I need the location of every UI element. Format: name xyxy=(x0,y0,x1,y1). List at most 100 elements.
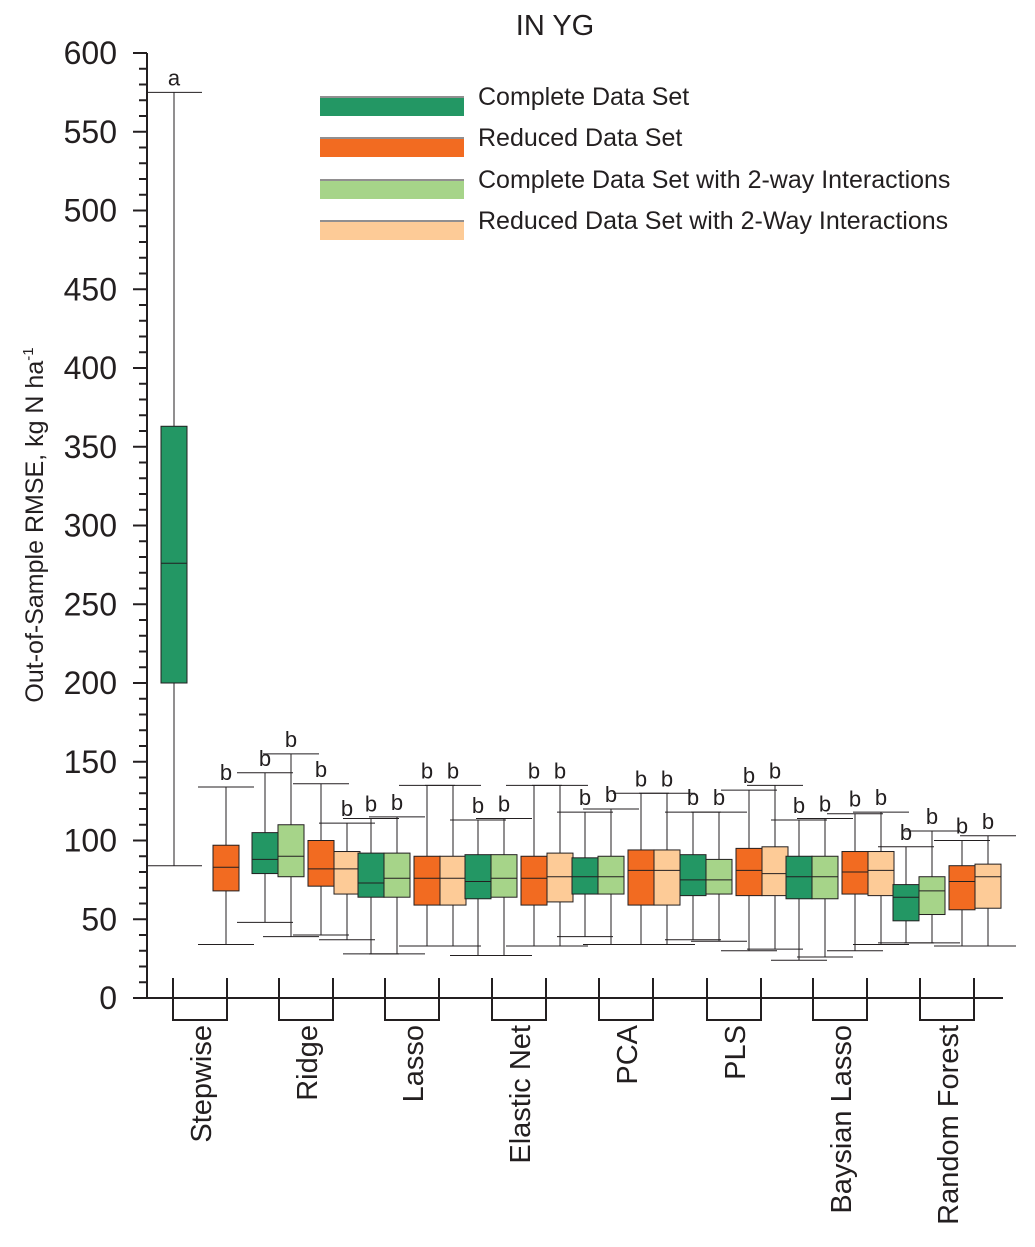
x-tick-label: Baysian Lasso xyxy=(826,1025,858,1214)
box-elastic-net-s2: b xyxy=(476,791,532,956)
x-tick-label: Ridge xyxy=(292,1025,324,1101)
significance-letter: b xyxy=(421,758,433,783)
box-pls-s3: b xyxy=(747,758,803,950)
box-iqr xyxy=(948,865,976,911)
x-tick-label: Stepwise xyxy=(186,1025,218,1143)
box-iqr xyxy=(520,855,548,906)
box-iqr xyxy=(571,857,599,895)
box-baysian-lasso-s0: b xyxy=(771,793,827,961)
y-tick-label: 100 xyxy=(64,823,117,859)
box-iqr xyxy=(490,854,518,898)
box-random-forest-s0: b xyxy=(878,820,934,944)
x-group-bracket xyxy=(706,978,762,1021)
box-iqr xyxy=(974,863,1002,909)
box-iqr xyxy=(679,854,707,897)
box-elastic-net-s1: b xyxy=(506,758,562,947)
y-tick-label: 50 xyxy=(81,901,117,937)
box-iqr xyxy=(918,876,946,916)
y-tick-label: 550 xyxy=(64,114,117,150)
significance-letter: b xyxy=(528,758,540,783)
legend-label: Reduced Data Set with 2-Way Interactions xyxy=(478,207,948,235)
x-tick-label: Lasso xyxy=(398,1025,430,1102)
box-iqr xyxy=(212,844,240,892)
box-iqr xyxy=(867,851,895,897)
y-tick-label: 350 xyxy=(64,429,117,465)
box-pca-s2: b xyxy=(583,782,639,945)
significance-letter: b xyxy=(661,766,673,791)
box-pca-s0: b xyxy=(557,785,613,938)
legend-item: Complete Data Set with 2-way Interaction… xyxy=(320,166,950,199)
box-iqr xyxy=(735,847,763,897)
legend-item: Reduced Data Set with 2-Way Interactions xyxy=(320,207,948,240)
legend-swatch xyxy=(320,98,464,116)
x-group-bracket xyxy=(598,978,654,1021)
x-group-bracket xyxy=(491,978,547,1021)
significance-letter: b xyxy=(605,782,617,807)
y-tick-label: 200 xyxy=(64,665,117,701)
box-pca-s3: b xyxy=(639,766,695,945)
significance-letter: b xyxy=(220,760,232,785)
box-iqr xyxy=(627,849,655,906)
box-stepwise-s1: b xyxy=(198,760,254,945)
box-iqr xyxy=(357,852,385,898)
box-iqr xyxy=(841,851,869,895)
significance-letter: b xyxy=(819,791,831,816)
box-ridge-s2: b xyxy=(263,727,319,938)
y-axis-label-text: Out-of-Sample RMSE, kg N ha xyxy=(21,361,49,703)
y-axis: 0 50 100 150 200 250 300 350 400 450 500 550 600 xyxy=(64,35,148,1016)
legend-swatch xyxy=(320,139,464,157)
box-iqr xyxy=(653,849,681,906)
x-group-bracket xyxy=(919,978,975,1021)
y-tick-label: 450 xyxy=(64,271,117,307)
box-iqr xyxy=(892,884,920,922)
chart-title: IN YG xyxy=(516,10,594,42)
y-tick-label: 500 xyxy=(64,193,117,229)
box-ridge-s0: b xyxy=(237,746,293,923)
box-iqr xyxy=(277,824,305,878)
significance-letter: b xyxy=(793,793,805,818)
x-group-bracket xyxy=(812,978,868,1021)
box-stepwise-s0: a xyxy=(146,65,202,867)
box-iqr xyxy=(413,855,441,906)
significance-letter: b xyxy=(579,785,591,810)
box-iqr xyxy=(761,846,789,897)
significance-letter: b xyxy=(259,746,271,771)
x-tick-label: Random Forest xyxy=(933,1025,965,1225)
box-baysian-lasso-s3: b xyxy=(853,785,909,945)
x-group-bracket xyxy=(384,978,440,1021)
box-iqr xyxy=(597,855,625,895)
legend-swatch xyxy=(320,181,464,199)
box-iqr xyxy=(546,852,574,903)
box-lasso-s1: b xyxy=(399,758,455,947)
legend-label: Complete Data Set with 2-way Interaction… xyxy=(478,166,950,194)
legend-label: Reduced Data Set xyxy=(478,124,682,152)
significance-letter: b xyxy=(982,809,994,834)
significance-letter: b xyxy=(315,757,327,782)
significance-letter: b xyxy=(365,791,377,816)
significance-letter: b xyxy=(900,820,912,845)
box-iqr xyxy=(464,854,492,900)
box-iqr xyxy=(811,855,839,900)
box-iqr xyxy=(383,852,411,898)
y-tick-label: 150 xyxy=(64,744,117,780)
x-group-bracket xyxy=(172,978,228,1021)
legend-label: Complete Data Set xyxy=(478,83,689,111)
x-tick-label: Elastic Net xyxy=(505,1025,537,1164)
box-pls-s2: b xyxy=(691,785,747,942)
box-random-forest-s2: b xyxy=(904,804,960,944)
significance-letter: b xyxy=(391,790,403,815)
y-axis-label: Out-of-Sample RMSE, kg N ha-1 xyxy=(20,347,49,702)
significance-letter: b xyxy=(472,793,484,818)
significance-letter: b xyxy=(687,785,699,810)
legend-item: Complete Data Set xyxy=(320,83,689,116)
box-iqr xyxy=(251,832,279,875)
significance-letter: b xyxy=(956,814,968,839)
box-iqr xyxy=(160,425,188,684)
y-axis-label-superscript: -1 xyxy=(20,347,37,360)
significance-letter: b xyxy=(554,758,566,783)
box-random-forest-s3: b xyxy=(960,809,1016,947)
box-ridge-s3: b xyxy=(319,796,375,941)
legend-swatch xyxy=(320,222,464,240)
